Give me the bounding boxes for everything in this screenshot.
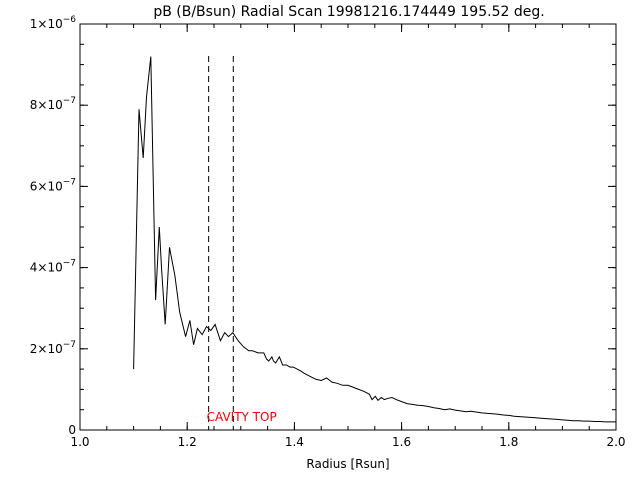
chart-title: pB (B/Bsun) Radial Scan 19981216.174449 …: [153, 4, 544, 20]
x-tick-label-2: 1.4: [285, 435, 304, 449]
y-tick-label-4: 8×10−7: [30, 96, 76, 112]
plot-frame: [79, 23, 617, 431]
x-tick-label-4: 1.8: [499, 435, 518, 449]
y-tick-label-5: 1×10−6: [30, 15, 77, 31]
cavity-top-annotation: CAVITY TOP: [207, 410, 277, 424]
data-series-line-0: [133, 56, 616, 423]
x-tick-label-0: 1.0: [70, 435, 89, 449]
x-tick-label-5: 2.0: [606, 435, 625, 449]
cavity-markers: [208, 56, 234, 430]
x-axis-label: Radius [Rsun]: [306, 457, 389, 471]
y-axis: 0 2×10−7 4×10−7 6×10−7 8×10−7 1×10−6: [30, 15, 616, 437]
series-group: [133, 56, 616, 423]
y-tick-label-2: 4×10−7: [30, 259, 76, 275]
x-axis: 1.0 1.2 1.4 1.6 1.8 2.0: [70, 24, 626, 449]
y-tick-label-0: 0: [68, 423, 76, 437]
x-tick-label-3: 1.6: [392, 435, 411, 449]
x-tick-label-1: 1.2: [178, 435, 197, 449]
y-tick-label-1: 2×10−7: [30, 340, 76, 356]
y-tick-label-3: 6×10−7: [30, 177, 76, 193]
